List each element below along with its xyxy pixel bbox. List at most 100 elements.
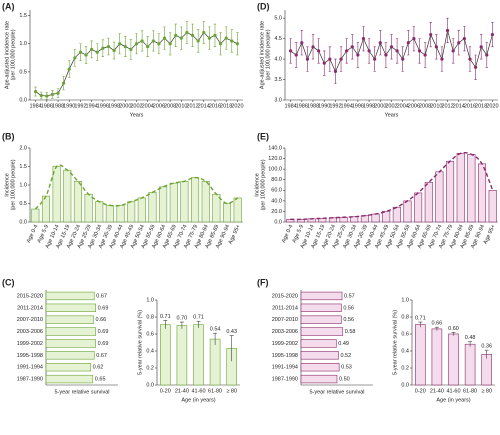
value-label: 0.71 (193, 315, 204, 321)
data-point (146, 44, 150, 49)
y-tick-label: 40.0 (271, 198, 282, 204)
y-tick-label: 0.6 (146, 331, 154, 337)
data-point (112, 48, 116, 53)
category-label: 2015-2020 (272, 293, 298, 299)
data-point (196, 39, 200, 43)
data-point (350, 45, 354, 49)
category-label: 1991-1994 (17, 365, 43, 371)
panel-label: (E) (257, 131, 269, 141)
panel-label: (C) (2, 277, 15, 287)
x-tick-label: 2016 (209, 103, 221, 109)
bar (45, 327, 96, 336)
y-tick-label: 0.8 (401, 314, 409, 320)
x-tick-label: 2006 (153, 103, 165, 109)
x-tick-label: 1984 (284, 103, 296, 109)
bar (201, 181, 210, 223)
bar (467, 154, 476, 223)
data-point (207, 36, 211, 40)
y-axis-label: 5-year relative survival (%) (137, 310, 143, 375)
x-tick-label: 2010 (430, 103, 442, 109)
data-point (440, 57, 444, 61)
bar (45, 339, 96, 348)
x-tick-label: 2000 (119, 103, 131, 109)
data-point (84, 53, 88, 57)
y-tick-label: 0.2 (401, 365, 409, 371)
value-label: 0.69 (98, 341, 109, 347)
data-point (434, 45, 438, 49)
bar (84, 193, 93, 223)
value-label: 0.50 (339, 377, 350, 383)
data-point (106, 44, 111, 49)
x-tick-label: 2008 (164, 103, 176, 109)
x-tick-label: 1994 (341, 103, 353, 109)
error-bar (484, 349, 489, 359)
y-tick-label: 60.0 (271, 188, 282, 194)
value-label: 0.70 (177, 316, 188, 322)
y-tick-label: 0.5 (19, 69, 27, 75)
y-tick-label: 3.5 (274, 77, 282, 83)
category-label: 2011-2014 (272, 305, 298, 311)
data-point (485, 53, 489, 57)
data-point (468, 57, 472, 61)
bar (464, 343, 476, 386)
error-bar (451, 332, 456, 336)
x-tick-label: 1998 (108, 103, 120, 109)
bar (31, 208, 40, 223)
x-tick-label: 21-40 (430, 388, 444, 394)
y-axis-label: Age-adjusted incidence rate (4, 21, 10, 89)
x-tick-label: 1998 (363, 103, 375, 109)
y-tick-label: 0.0 (19, 97, 27, 103)
bar (448, 333, 459, 386)
x-tick-label: 1988 (307, 103, 319, 109)
bar (95, 201, 104, 223)
x-axis-label: Age (in years) (436, 397, 470, 403)
data-point (39, 93, 43, 98)
panel-label: (B) (2, 131, 15, 141)
bar (477, 163, 487, 223)
data-point (67, 67, 71, 71)
error-bar (179, 321, 184, 329)
y-axis-label: (per 100,000 people) (10, 29, 16, 80)
x-tick-label: 1990 (63, 103, 75, 109)
data-point (78, 50, 83, 54)
value-label: 0.71 (160, 314, 171, 320)
data-point (95, 50, 99, 54)
data-point (162, 36, 167, 40)
y-tick-label: 3.0 (274, 97, 282, 103)
error-bar (163, 320, 168, 329)
y-tick-label: 120.0 (268, 156, 282, 162)
y-tick-label: 1.5 (19, 164, 27, 170)
x-tick-label: 2000 (374, 103, 386, 109)
bar (45, 351, 95, 360)
value-label: 0.67 (96, 293, 107, 299)
x-tick-label: 2016 (464, 103, 476, 109)
bar (300, 374, 338, 384)
x-axis-label: Age (in years) (181, 397, 215, 403)
data-point (361, 37, 366, 41)
y-tick-label: 80.0 (271, 177, 282, 183)
y-tick-label: 0.6 (401, 331, 409, 337)
data-point (224, 36, 228, 40)
data-point (118, 42, 122, 46)
category-label: 1995-1998 (272, 353, 298, 359)
category-label: 2003-2006 (272, 329, 298, 335)
bar (45, 303, 96, 312)
bar (41, 195, 51, 223)
data-point (401, 57, 405, 61)
bar (300, 363, 340, 372)
y-tick-label: 2.0 (19, 145, 27, 151)
bar (403, 200, 412, 223)
error-bar (434, 326, 439, 331)
bar (392, 206, 401, 223)
data-point (490, 32, 494, 37)
data-point (174, 33, 178, 37)
bar (382, 211, 391, 223)
data-point (179, 36, 183, 40)
bar (339, 216, 348, 223)
value-label: 0.36 (481, 344, 492, 350)
bar (73, 181, 82, 223)
data-point (140, 39, 144, 43)
data-point (90, 47, 94, 51)
data-point (423, 53, 427, 57)
bar (116, 205, 125, 223)
